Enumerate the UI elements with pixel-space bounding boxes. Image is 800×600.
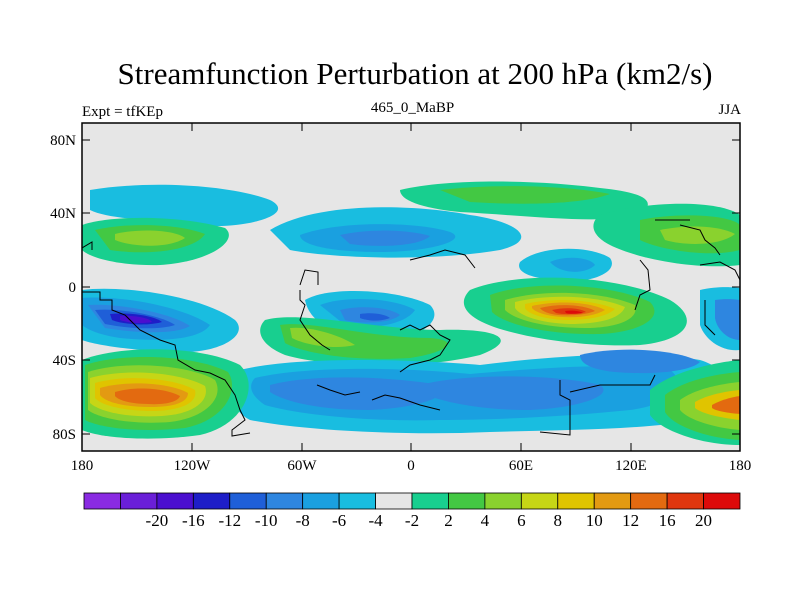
lat-label-80n: 80N <box>50 133 76 149</box>
colorbar-swatch <box>630 492 668 510</box>
colorbar-label: -2 <box>405 511 419 530</box>
colorbar-swatch <box>120 492 158 510</box>
colorbar-label: -6 <box>332 511 346 530</box>
lat-label-0: 0 <box>69 280 77 296</box>
lon-label-120w: 120W <box>174 458 212 474</box>
colorbar-swatch <box>448 492 486 510</box>
lat-label-40n: 40N <box>50 206 76 222</box>
colorbar-label: 4 <box>481 511 490 530</box>
colorbar-swatch <box>302 492 340 510</box>
colorbar-label: -8 <box>296 511 310 530</box>
colorbar-label: 12 <box>622 511 639 530</box>
colorbar-label: 6 <box>517 511 526 530</box>
colorbar-swatch <box>83 492 121 510</box>
season-label: JJA <box>718 102 741 118</box>
colorbar-label: -4 <box>368 511 383 530</box>
lat-label-40s: 40S <box>53 353 76 369</box>
colorbar-swatch <box>593 492 632 510</box>
lat-label-80s: 80S <box>53 427 76 443</box>
lon-label-180e: 180 <box>729 458 752 474</box>
colorbar-label: 2 <box>444 511 453 530</box>
colorbar-swatch <box>375 492 413 510</box>
lon-label-60e: 60E <box>509 458 533 474</box>
colorbar-label: -12 <box>218 511 241 530</box>
colorbar-swatch <box>411 492 449 510</box>
colorbar-swatch <box>192 492 231 510</box>
colorbar-swatch <box>156 492 194 510</box>
contour-field <box>82 181 740 445</box>
colorbar-swatch <box>666 492 704 510</box>
colorbar-label: 8 <box>554 511 563 530</box>
colorbar-swatch <box>265 492 304 510</box>
colorbar-label: 16 <box>659 511 676 530</box>
colorbar-label: -16 <box>182 511 205 530</box>
lon-label-120e: 120E <box>615 458 647 474</box>
colorbar-label: -20 <box>146 511 169 530</box>
colorbar-label: -10 <box>255 511 278 530</box>
lon-label-180w: 180 <box>71 458 94 474</box>
experiment-label: Expt = tfKEp <box>82 104 163 120</box>
colorbar-swatch <box>703 492 741 510</box>
colorbar-swatch <box>484 492 522 510</box>
colorbar-label: 10 <box>586 511 603 530</box>
colorbar: -20 -16 -12 -10 -8 -6 -4 -2 2 4 6 8 10 12 16 20 <box>83 492 741 530</box>
run-label: 465_0_MaBP <box>370 100 455 116</box>
colorbar-swatch <box>557 492 595 510</box>
colorbar-label: 20 <box>695 511 712 530</box>
lon-label-60w: 60W <box>287 458 317 474</box>
page-title: Streamfunction Perturbation at 200 hPa (… <box>117 56 713 91</box>
colorbar-swatch <box>229 492 267 510</box>
colorbar-swatch <box>520 492 559 510</box>
axis-ticks <box>81 123 741 451</box>
lon-label-0: 0 <box>407 458 415 474</box>
colorbar-swatch <box>338 492 376 510</box>
